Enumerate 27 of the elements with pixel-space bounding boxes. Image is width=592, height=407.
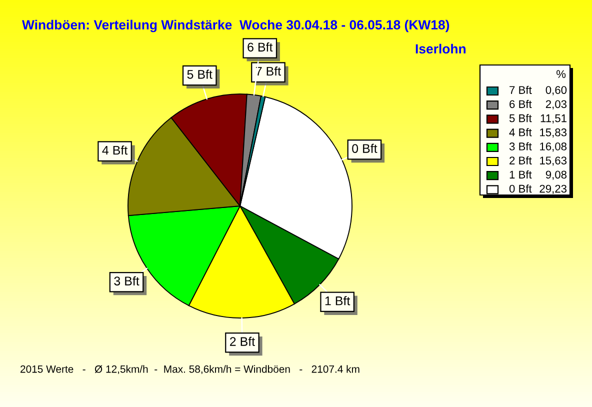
- data-label: 9,08: [546, 170, 567, 180]
- legend-label: 3 Bft: [509, 142, 532, 150]
- slice-label: 1 Bft: [325, 296, 350, 306]
- legend-label: 4 Bft: [509, 128, 532, 136]
- legend-label: 2 Bft: [510, 156, 532, 164]
- data-label: 29,23: [540, 184, 567, 194]
- slice-label: 3 Bft: [114, 276, 140, 286]
- data-label: 2,03: [546, 100, 567, 110]
- slice-label: 4 Bft: [102, 145, 128, 155]
- data-label: 0,60: [546, 86, 567, 96]
- slice-label: 0 Bft: [352, 144, 378, 153]
- legend-label: 6 Bft: [510, 100, 532, 108]
- chart-title: Windböen: Verteilung Windstärke Woche 30.04.18 - 06.05.18 (KW18): [22, 20, 450, 32]
- slice-label: 5 Bft: [187, 70, 212, 79]
- slice-label: 6 Bft: [248, 42, 273, 52]
- slice-label: 2 Bft: [230, 336, 255, 346]
- data-label: 11,51: [540, 114, 566, 124]
- data-label: 16,08: [540, 142, 567, 152]
- legend-title: %: [556, 70, 566, 78]
- legend-label: 1 Bft: [510, 170, 532, 179]
- data-label: 15,63: [540, 156, 567, 166]
- legend-label: 0 Bft: [509, 184, 532, 193]
- data-label: 15,83: [540, 128, 567, 138]
- legend-label: 5 Bft: [509, 114, 532, 122]
- text: 2015 Werte - Ø 12,5km/h - Max. 58,6km/h = Windböen - 2107.4 km: [20, 365, 360, 374]
- chart-subtitle: Iserlohn: [416, 44, 466, 54]
- legend-label: 7 Bft: [510, 86, 532, 94]
